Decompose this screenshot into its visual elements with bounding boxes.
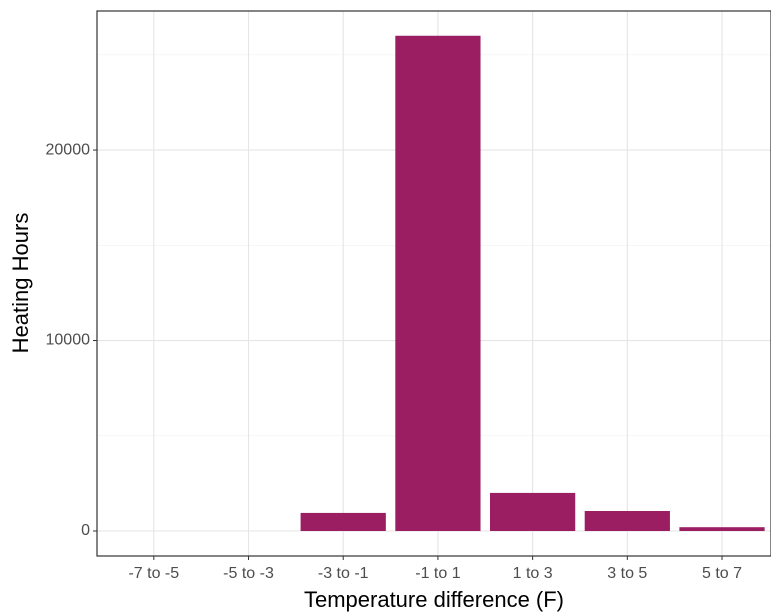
x-tick-label: 3 to 5 <box>607 565 647 582</box>
bar <box>300 512 386 532</box>
x-tick-label: -5 to -3 <box>223 565 274 582</box>
bars <box>300 35 765 532</box>
x-axis-title: Temperature difference (F) <box>304 587 564 612</box>
x-tick-label: -7 to -5 <box>128 565 179 582</box>
axes: 0 10000 20000 -7 to -5 -5 to -3 -3 to -1 -1 to… <box>46 141 743 582</box>
y-tick-label: 10000 <box>46 332 91 349</box>
bar <box>395 35 481 532</box>
x-tick-label: -3 to -1 <box>318 565 369 582</box>
y-tick-label: 20000 <box>46 141 91 158</box>
bar <box>584 511 670 532</box>
y-tick-label: 0 <box>81 522 90 539</box>
x-tick-label: 1 to 3 <box>513 565 553 582</box>
x-tick-label: -1 to 1 <box>415 565 460 582</box>
y-axis-title: Heating Hours <box>8 213 33 354</box>
panel-border <box>96 10 771 557</box>
bar <box>490 492 576 532</box>
bar <box>679 527 765 532</box>
x-tick-label: 5 to 7 <box>702 565 742 582</box>
